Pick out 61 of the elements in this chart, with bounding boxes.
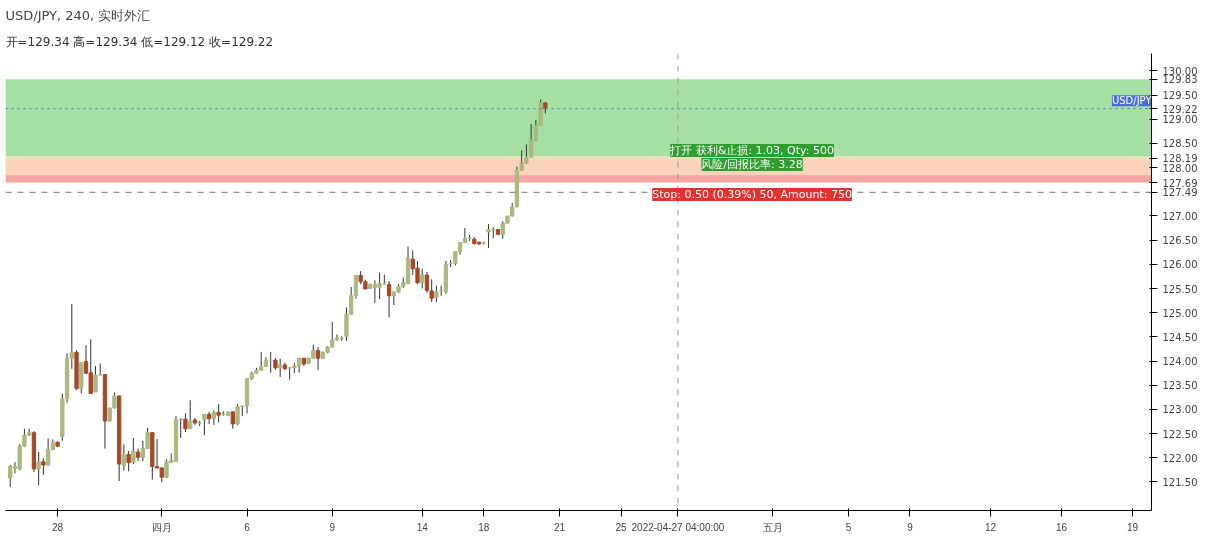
y-tick-label: 124.50 xyxy=(1162,331,1198,343)
y-tick-label: 129.50 xyxy=(1162,90,1198,102)
x-tick-label: 9 xyxy=(329,521,336,533)
y-tick-label: 121.50 xyxy=(1162,476,1198,488)
y-tick-label: 128.19 xyxy=(1162,153,1198,165)
y-tick-label: 128.50 xyxy=(1162,138,1198,150)
y-tick-label: 122.00 xyxy=(1162,452,1198,464)
candlestick xyxy=(183,412,188,433)
x-tick-label: 14 xyxy=(416,521,429,533)
x-tick-label: 2022-04-27 04:00:00 xyxy=(631,521,725,533)
y-tick-label: 128.00 xyxy=(1162,162,1198,174)
y-tick-label: 126.50 xyxy=(1162,235,1198,247)
y-tick-label: 127.00 xyxy=(1162,210,1198,222)
candlestick xyxy=(121,443,127,471)
y-tick-label: 127.69 xyxy=(1162,177,1198,189)
x-tick-label: 19 xyxy=(1127,521,1139,533)
x-tick-label: 18 xyxy=(478,521,490,533)
candlestick xyxy=(377,272,382,300)
candlestick xyxy=(211,409,217,426)
annotation: 风险/回报比率: 3.28 xyxy=(701,157,803,171)
candlestick xyxy=(45,437,51,467)
candlestick xyxy=(36,451,41,486)
x-tick-label: 四月 xyxy=(151,521,172,533)
x-tick-label: 16 xyxy=(1055,521,1068,533)
y-tick-label: 124.00 xyxy=(1162,356,1198,368)
x-tick-label: 21 xyxy=(554,521,566,533)
x-tick-label: 28 xyxy=(52,521,64,533)
y-tick-label: 125.50 xyxy=(1162,283,1198,295)
candlestick xyxy=(8,464,13,488)
chart-title: USD/JPY, 240, 实时外汇 xyxy=(5,7,151,23)
y-tick-label: 123.50 xyxy=(1162,380,1198,392)
y-tick-label: 129.00 xyxy=(1162,114,1198,126)
annotation: Stop: 0.50 (0.39%) 50, Amount: 750 xyxy=(652,188,852,202)
y-tick-label: 129.22 xyxy=(1162,103,1198,115)
candlestick xyxy=(93,365,98,393)
candlestick xyxy=(188,399,193,430)
x-tick-label: 五月 xyxy=(762,521,783,533)
y-tick-label: 122.50 xyxy=(1162,428,1198,440)
y-tick-label: 127.49 xyxy=(1162,187,1198,199)
candlestick xyxy=(528,123,534,159)
candlestick xyxy=(88,338,93,395)
candlestick xyxy=(126,450,131,472)
candlestick xyxy=(386,280,392,319)
candlestick xyxy=(206,411,212,425)
x-tick-label: 25 xyxy=(615,521,628,533)
candlestick xyxy=(315,346,321,371)
x-tick-label: 6 xyxy=(244,521,251,533)
candlestick xyxy=(216,403,221,423)
y-tick-label: 125.00 xyxy=(1162,307,1198,319)
candlestick xyxy=(486,223,491,249)
y-tick-label: 123.00 xyxy=(1162,404,1198,416)
candlestick xyxy=(278,358,283,378)
x-tick-label: 9 xyxy=(907,521,914,533)
x-tick-label: 12 xyxy=(984,521,997,533)
candlestick xyxy=(131,437,136,465)
y-tick-label: 126.00 xyxy=(1162,259,1198,271)
annotation: 打开 获利&止损: 1.03, Qty: 500 xyxy=(669,143,834,157)
x-tick-label: 5 xyxy=(845,521,852,533)
chart-subtitle: 开=129.34 高=129.34 低=129.12 收=129.22 xyxy=(5,34,274,49)
candlestick xyxy=(202,413,207,436)
candlestick xyxy=(420,268,425,290)
